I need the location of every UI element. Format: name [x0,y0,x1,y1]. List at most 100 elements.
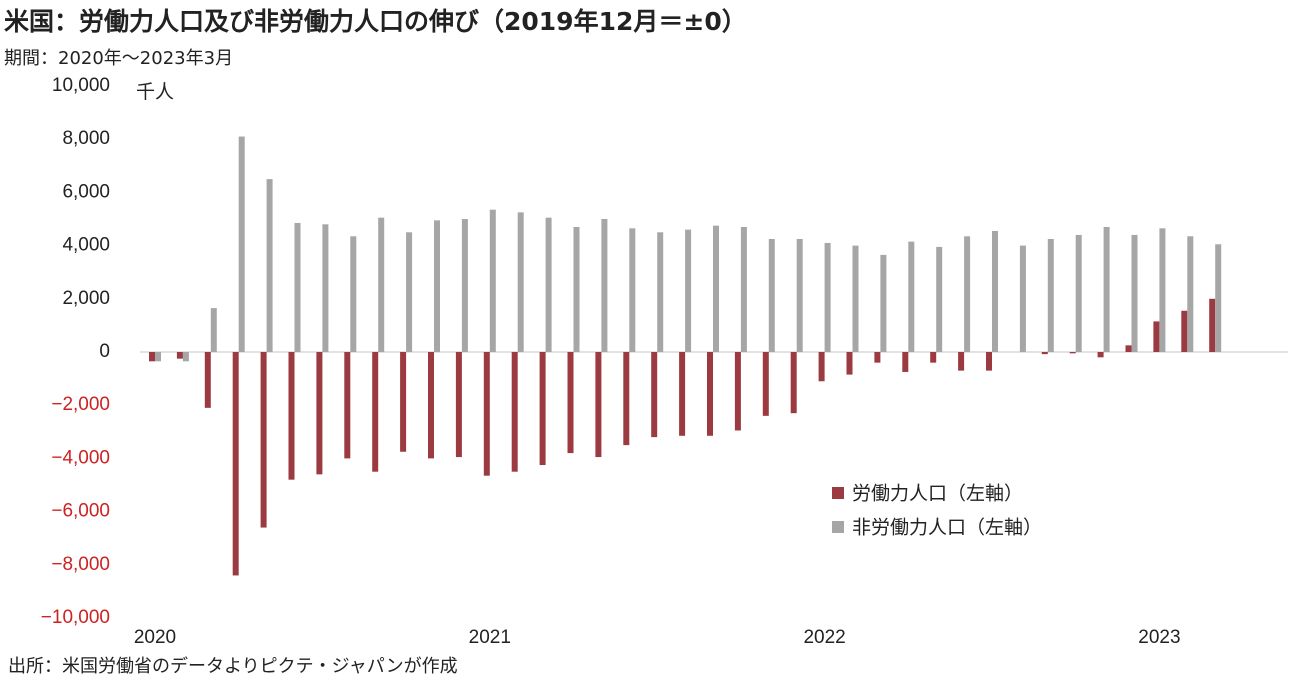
bar-labor [455,352,462,458]
bar-nonlabor [1187,236,1194,352]
bar-labor [902,352,909,372]
bar-nonlabor [1075,234,1082,352]
bar-nonlabor [601,219,608,352]
bar-nonlabor [350,236,357,352]
y-tick-label: −10,000 [41,607,110,628]
x-tick-label: 2023 [1138,627,1180,648]
bar-nonlabor [629,228,636,352]
y-tick-label: 8,000 [62,128,110,149]
bar-labor [818,352,825,382]
source-note: 出所：米国労働省のデータよりピクテ・ジャパンが作成 [8,656,458,677]
y-tick-label: 6,000 [62,181,110,202]
bar-labor [260,352,267,528]
bar-nonlabor [461,219,468,352]
bar-labor [1181,310,1188,352]
bar-labor [400,352,407,452]
bar-nonlabor [378,217,385,352]
bar-nonlabor [210,308,217,352]
bar-labor [958,352,965,371]
bar-nonlabor [685,229,692,352]
bar-labor [483,352,490,476]
bar-labor [707,352,713,436]
bar-labor [651,352,658,438]
y-tick-label: −2,000 [51,394,110,415]
bar-labor [316,352,323,475]
bar-labor [1209,298,1216,352]
bar-labor [1125,345,1132,352]
y-tick-label: 2,000 [62,288,110,309]
bar-nonlabor [1215,244,1222,352]
bar-nonlabor [657,232,664,352]
bar-labor [1041,352,1048,355]
bar-labor [511,352,518,472]
bar-nonlabor [489,209,496,352]
bar-labor [372,352,379,472]
bar-nonlabor [266,179,273,352]
bar-nonlabor [294,222,301,352]
y-tick-label: 4,000 [62,235,110,256]
bar-nonlabor [908,241,915,352]
bar-nonlabor [322,224,329,352]
bar-labor [874,352,881,363]
bar-labor [149,352,155,362]
unit-label: 千人 [136,81,174,103]
legend-label-nonlabor: 非労働力人口（左軸） [852,517,1042,539]
bar-labor [734,352,741,431]
y-tick-label: 0 [99,341,110,362]
x-axis-ticks: 2020 2021 2022 2023 [134,627,1181,648]
bar-nonlabor [796,238,803,352]
bar-labor [232,352,239,576]
bar-nonlabor [1131,234,1138,352]
bar-labor [762,352,769,416]
bar-nonlabor [182,352,189,362]
y-tick-label: −6,000 [51,501,110,522]
bar-nonlabor [936,246,943,352]
bar-labor [1097,352,1104,358]
bar-nonlabor [406,232,413,352]
bar-labor [679,352,686,436]
bar-nonlabor [852,245,859,352]
bar-nonlabor [1047,238,1054,352]
bar-labor [539,352,546,466]
bar-nonlabor [545,217,552,352]
x-tick-label: 2020 [134,627,176,648]
bar-labor [204,352,211,408]
bar-nonlabor [1019,245,1026,352]
bar-labor [790,352,797,414]
bar-nonlabor [713,225,719,352]
bar-nonlabor [1103,226,1110,352]
y-tick-label: −8,000 [51,554,110,575]
bar-nonlabor [434,220,440,352]
y-tick-label: −4,000 [51,447,110,468]
bar-labor [176,352,183,359]
bar-labor [344,352,351,459]
bar-nonlabor [964,236,971,352]
bar-nonlabor [768,238,775,352]
bar-labor [567,352,574,454]
bar-labor [1153,321,1160,352]
bar-nonlabor [1159,228,1166,352]
bars-group [149,136,1222,576]
bar-labor [1069,352,1076,354]
bar-labor [986,352,992,371]
bar-nonlabor [880,254,887,352]
chart-title: 米国：労働力人口及び非労働力人口の伸び（2019年12月＝±0） [4,7,747,36]
bar-nonlabor [740,226,747,352]
bar-nonlabor [992,230,998,352]
bar-labor [288,352,295,480]
legend: 労働力人口（左軸） 非労働力人口（左軸） [832,483,1042,539]
bar-nonlabor [517,212,524,352]
legend-label-labor: 労働力人口（左軸） [852,483,1023,505]
x-tick-label: 2022 [803,627,845,648]
bar-labor [623,352,630,446]
bar-nonlabor [573,226,580,352]
y-axis-ticks: 10,000 8,000 6,000 4,000 2,000 0 −2,000 −4,000 −… [41,75,110,628]
bar-labor [930,352,937,363]
bar-nonlabor [824,242,831,352]
chart-subtitle: 期間：2020年～2023年3月 [4,48,234,69]
bar-labor [595,352,602,458]
bar-nonlabor [155,352,161,362]
bar-nonlabor [238,136,245,352]
legend-swatch-nonlabor [832,521,844,533]
